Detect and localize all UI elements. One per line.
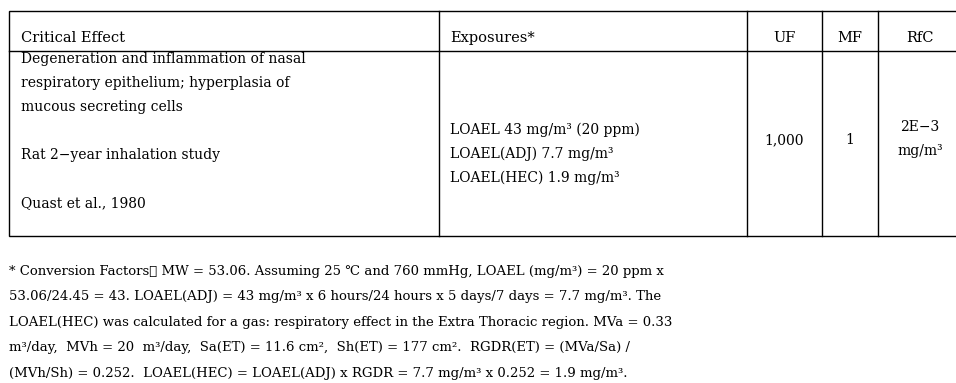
Text: 1,000: 1,000: [765, 133, 804, 147]
Text: Rat 2−year inhalation study: Rat 2−year inhalation study: [20, 148, 220, 162]
Text: m³/day,  MVh = 20  m³/day,  Sa(ET) = 11.6 cm²,  Sh(ET) = 177 cm².  RGDR(ET) = (M: m³/day, MVh = 20 m³/day, Sa(ET) = 11.6 c…: [10, 341, 630, 354]
Text: LOAEL 43 mg/m³ (20 ppm): LOAEL 43 mg/m³ (20 ppm): [450, 122, 640, 137]
Text: 53.06/24.45 = 43. LOAEL(ADJ) = 43 mg/m³ x 6 hours/24 hours x 5 days/7 days = 7.7: 53.06/24.45 = 43. LOAEL(ADJ) = 43 mg/m³ …: [10, 290, 662, 303]
Text: LOAEL(HEC) was calculated for a gas: respiratory effect in the Extra Thoracic re: LOAEL(HEC) was calculated for a gas: res…: [10, 316, 673, 329]
Text: Quast et al., 1980: Quast et al., 1980: [20, 196, 145, 210]
Text: UF: UF: [773, 31, 795, 45]
Text: RfC: RfC: [906, 31, 933, 45]
Text: MF: MF: [837, 31, 862, 45]
Text: Degeneration and inflammation of nasal: Degeneration and inflammation of nasal: [20, 52, 305, 66]
Text: mg/m³: mg/m³: [897, 144, 943, 159]
Text: * Conversion Factors： MW = 53.06. Assuming 25 ℃ and 760 mmHg, LOAEL (mg/m³) = 20: * Conversion Factors： MW = 53.06. Assumi…: [10, 265, 664, 278]
Text: respiratory epithelium; hyperplasia of: respiratory epithelium; hyperplasia of: [20, 76, 289, 90]
Text: mucous secreting cells: mucous secreting cells: [20, 100, 183, 114]
Text: Exposures*: Exposures*: [450, 31, 534, 45]
Text: Critical Effect: Critical Effect: [20, 31, 124, 45]
Text: (MVh/Sh) = 0.252.  LOAEL(HEC) = LOAEL(ADJ) x RGDR = 7.7 mg/m³ x 0.252 = 1.9 mg/m: (MVh/Sh) = 0.252. LOAEL(HEC) = LOAEL(ADJ…: [10, 367, 628, 380]
Text: LOAEL(HEC) 1.9 mg/m³: LOAEL(HEC) 1.9 mg/m³: [450, 170, 619, 185]
Text: LOAEL(ADJ) 7.7 mg/m³: LOAEL(ADJ) 7.7 mg/m³: [450, 146, 614, 161]
Bar: [10, 11, 956, 236]
Text: 1: 1: [845, 133, 854, 147]
Text: 2E−3: 2E−3: [901, 119, 940, 134]
